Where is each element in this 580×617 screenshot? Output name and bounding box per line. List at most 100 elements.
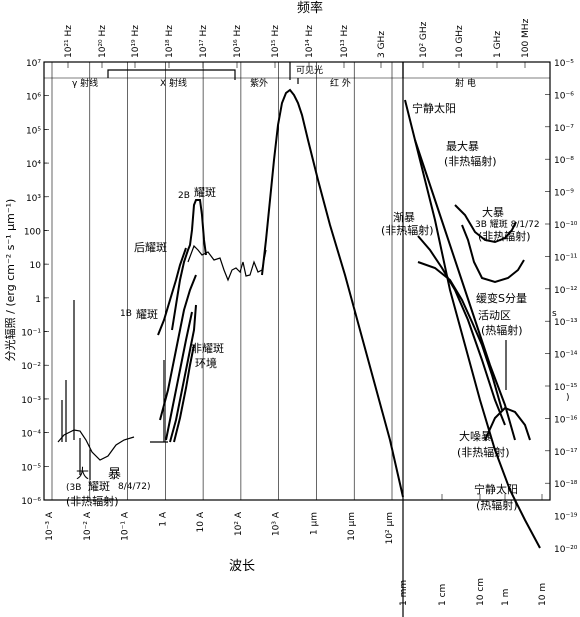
y-left-tick-label: 10⁻⁵ [21,463,41,473]
x-bottom-right-tick-label: 1 cm [438,584,448,606]
label-gamma-3b: (3B [66,483,81,493]
quiet-sun-optical-curve [261,88,404,498]
large-burst-3b-curve-2 [461,224,525,284]
y-left-tick-label: 1 [35,295,41,305]
label-large-burst-nonthermal: (非热辐射) [478,229,531,243]
x-bottom-right-tick-label: 1 mm [399,580,409,606]
label-noise-nonthermal: (非热辐射) [457,445,510,459]
y-right-tick-label: 10⁻⁷ [554,124,574,134]
y-left-tick-label: 10⁻⁶ [21,497,41,507]
label-2b: 2B [178,191,190,201]
y-right-tick-label: 10⁻¹¹ [554,253,578,263]
x-bottom-tick-label: 10³ A [272,511,282,536]
band-boundaries [107,62,404,84]
band-ir: 红 外 [330,77,351,89]
y-right-tick-label: 10⁻¹⁸ [554,480,578,490]
y-axis-label: 分光辐照 / (erg cm⁻² s⁻¹ μm⁻¹) [3,199,17,362]
y-right-tick-label: 10⁻¹⁴ [554,351,578,361]
y-axis-right: 10⁻⁵ 10⁻⁶ 10⁻⁷ 10⁻⁸ 10⁻⁹ 10⁻¹⁰ 10⁻¹¹ 10⁻¹² 10⁻¹³… [545,59,578,555]
y-right-tick-label: 10⁻¹⁰ [554,221,578,231]
x-top-right-tick-label: 10² GHz [419,21,429,58]
y-right-tick-label: 10⁻⁸ [554,156,574,166]
gradual-burst-curve [417,235,506,426]
label-non-flare: 非耀斑 [191,342,224,355]
y-right-tick-label: 10⁻²⁰ [554,545,578,555]
x-bottom-tick-label: 10⁻³ A [45,511,55,541]
x-bottom-tick-label: 10 μm [347,512,357,541]
xray-curve-2 [165,311,193,441]
label-large-burst-3b: 3B 耀斑 8/1/72 [475,218,540,230]
x-axis-top: 10²¹ Hz 10²⁰ Hz 10¹⁹ Hz 10¹⁸ Hz 10¹⁷ Hz 10¹⁶ … [64,18,531,68]
band-radio: 射 电 [455,77,476,89]
band-visible: 可见光 [296,64,323,76]
y-right-tick-label: 10⁻⁶ [554,91,574,101]
label-gamma-big: 大 [76,467,89,482]
x-bottom-tick-label: 10² A [234,511,244,536]
x-bottom-tick-label: 10⁻¹ A [121,511,131,541]
noise-storm-curve [484,406,531,441]
label-slowly-varying: 缓变S分量 [476,291,527,305]
plot-frame [43,61,551,501]
x-top-tick-label: 10¹⁵ Hz [271,25,281,58]
chart-title: 频率 [297,0,323,16]
y-left-tick-label: 10⁵ [26,126,41,136]
label-max-burst-nonthermal: (非热辐射) [444,154,497,168]
x-top-right-tick-label: 10 GHz [455,25,465,58]
y-right-tick-label: 10⁻¹² [554,286,578,296]
y-right-tick-label: 10⁻⁹ [554,189,574,199]
xray-curve-3 [169,304,197,443]
label-ambient: 环境 [195,356,217,370]
band-gamma: γ 射线 [72,77,98,89]
flare-xray-uv-curve [187,244,267,282]
large-burst-3b-curve [454,204,517,244]
post-flare-curve [157,247,187,336]
x-top-right-tick-label: 100 MHz [521,18,531,58]
label-max-burst: 最大暴 [446,139,479,153]
y-left-tick-label: 10⁻² [21,362,41,372]
y-right-tick-label: 10⁻¹⁶ [554,415,578,425]
label-1b: 1B [120,309,132,319]
label-right-paren: ) [566,393,570,403]
x-bottom-tick-label: 10 A [196,511,206,532]
y-left-tick-label: 10⁴ [26,160,41,170]
x-top-tick-label: 10¹⁸ Hz [165,25,175,58]
label-gamma-date: 8/4/72) [118,482,150,492]
xray-vertical-line [150,360,168,443]
grid-lines [44,62,393,500]
label-large-burst: 大暴 [482,205,504,219]
label-gradual-burst: 渐暴 [393,210,415,224]
gamma-burst-curve [57,429,135,461]
y-left-tick-label: 10⁻³ [21,396,41,406]
x-axis-label: 波长 [229,559,255,574]
x-bottom-tick-label: 10² μm [385,512,395,544]
label-gamma-flare: 耀斑 [88,480,110,493]
flare-2b-curve [171,199,207,331]
label-quiet-sun-thermal-note: (热辐射) [476,498,518,512]
y-left-tick-label: 100 [24,227,41,237]
quiet-sun-radio-curve [404,99,541,549]
label-gamma-nonthermal: (非热辐射) [66,494,119,508]
y-right-tick-label: 10⁻¹³ [554,318,578,328]
y-axis-left: 10⁻⁶ 10⁻⁵ 10⁻⁴ 10⁻³ 10⁻² 10⁻¹ 1 10 100 10³ 10⁴ 10⁵ 1… [21,59,49,507]
label-quiet-sun-thermal: 宁静太阳 [474,482,518,496]
x-axis-bottom: 10⁻³ A 10⁻² A 10⁻¹ A 1 A 10 A 10² A 10³ A 1 μm 1… [45,494,548,606]
label-right-s: s [552,309,557,319]
x-bottom-tick-label: 10⁻² A [83,511,93,541]
x-bottom-right-tick-label: 10 m [538,583,548,606]
band-xray: X 射线 [160,77,187,89]
label-active-thermal: (热辐射) [481,323,523,337]
y-left-tick-label: 10⁻¹ [21,329,41,339]
x-bottom-right-tick-label: 1 m [501,589,511,606]
max-burst-curve [414,139,516,441]
x-top-tick-label: 10¹⁴ Hz [305,25,315,58]
y-left-tick-label: 10³ [26,194,41,204]
label-noise-storm: 大噪暴 [459,429,492,443]
x-top-tick-label: 10¹⁷ Hz [199,25,209,58]
x-top-tick-label: 3 GHz [377,31,387,58]
y-left-tick-label: 10⁶ [26,93,41,103]
band-uv: 紫外 [250,77,268,89]
label-active-region: 活动区 [478,309,511,322]
x-top-right-tick-label: 1 GHz [493,31,503,58]
x-top-tick-label: 10²⁰ Hz [98,25,108,58]
y-left-tick-label: 10⁻⁴ [21,430,41,440]
